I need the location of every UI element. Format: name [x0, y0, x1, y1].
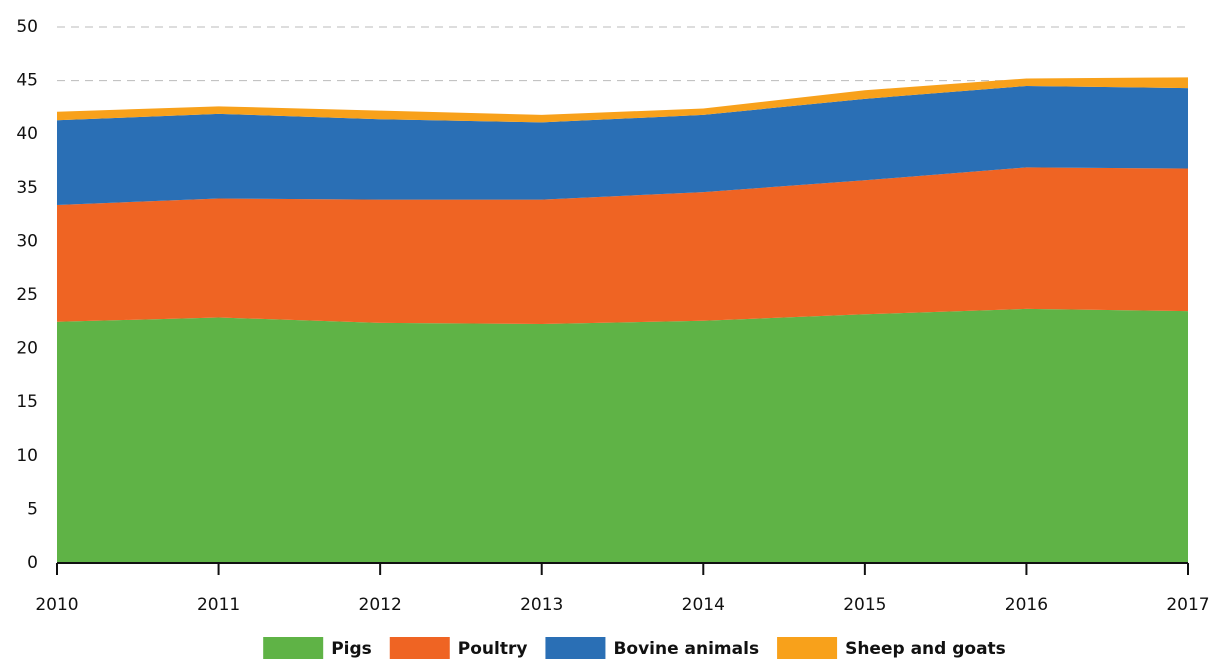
- legend-label: Pigs: [331, 639, 372, 659]
- x-tick-label: 2012: [359, 595, 402, 615]
- legend-label: Poultry: [458, 639, 528, 659]
- area: [57, 308, 1188, 563]
- x-tick-label: 2016: [1005, 595, 1048, 615]
- area: [57, 85, 1188, 205]
- area: [57, 167, 1188, 324]
- y-tick-label: 5: [27, 499, 38, 519]
- y-tick-label: 40: [16, 124, 38, 144]
- legend-swatch: [389, 637, 450, 659]
- y-tick-label: 50: [16, 17, 38, 37]
- y-tick-label: 0: [27, 553, 38, 573]
- x-tick-label: 2013: [520, 595, 563, 615]
- y-tick-label: 10: [16, 446, 38, 466]
- legend-label: Sheep and goats: [845, 639, 1006, 659]
- x-tick-label: 2011: [197, 595, 240, 615]
- area: [57, 77, 1188, 123]
- x-tick-label: 2010: [35, 595, 78, 615]
- y-tick-label: 20: [16, 339, 38, 359]
- y-tick-label: 35: [16, 178, 38, 198]
- y-tick-label: 45: [16, 71, 38, 91]
- legend-label: Bovine animals: [613, 639, 759, 659]
- x-tick-label: 2017: [1166, 595, 1209, 615]
- y-tick-label: 25: [16, 285, 38, 305]
- legend-swatch: [263, 637, 324, 659]
- x-tick-label: 2015: [843, 595, 886, 615]
- y-tick-label: 15: [16, 392, 38, 412]
- legend-swatch: [545, 637, 606, 659]
- y-tick-label: 30: [16, 231, 38, 251]
- x-tick-label: 2014: [682, 595, 725, 615]
- legend-swatch: [777, 637, 838, 659]
